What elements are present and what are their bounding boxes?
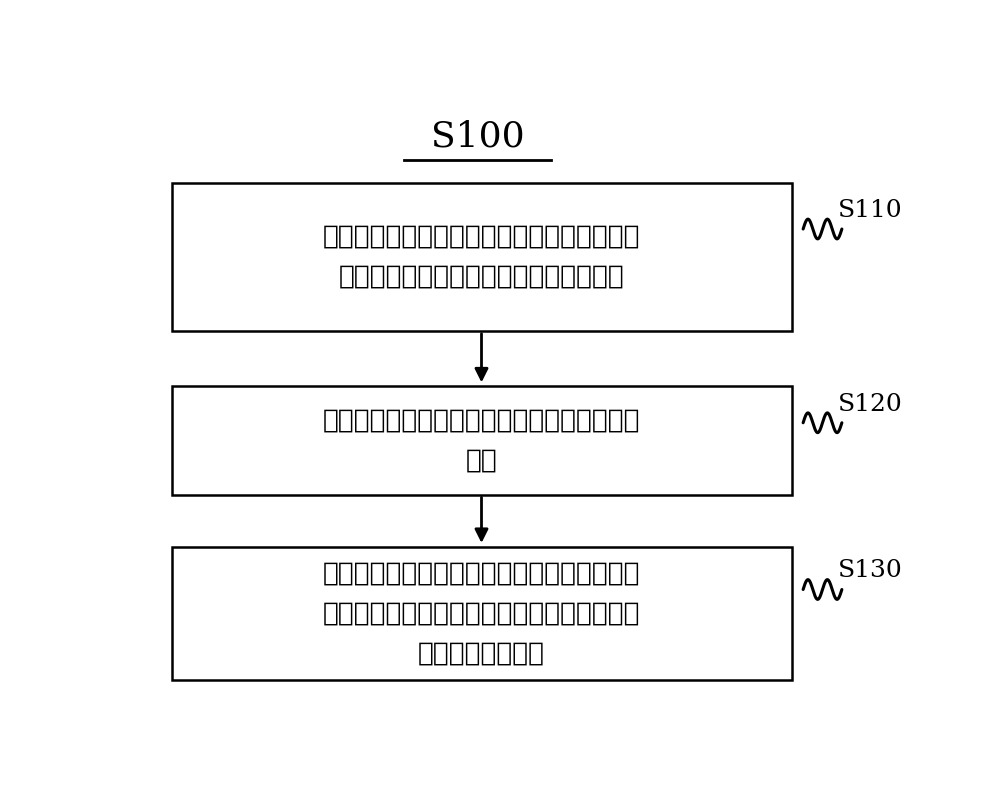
Bar bbox=[172, 183, 792, 331]
Text: S120: S120 bbox=[838, 393, 903, 415]
Text: 根据所述检波后的多个通道回波信号设定一固
定值: 根据所述检波后的多个通道回波信号设定一固 定值 bbox=[323, 407, 640, 473]
Bar bbox=[172, 387, 792, 495]
Text: 将多个雷达形成的多个通道回波信号进行平方
律检波，得到检波后的多个通道回波信号: 将多个雷达形成的多个通道回波信号进行平方 律检波，得到检波后的多个通道回波信号 bbox=[323, 224, 640, 290]
Text: S110: S110 bbox=[838, 199, 903, 222]
Text: S130: S130 bbox=[838, 560, 903, 582]
Text: S100: S100 bbox=[431, 119, 524, 153]
Bar bbox=[172, 547, 792, 680]
Text: 根据所述检波后的多个通道回波信号以及所述
固定值，进行基于高斯核的信号融合检测，以
确定目标是否存在: 根据所述检波后的多个通道回波信号以及所述 固定值，进行基于高斯核的信号融合检测，… bbox=[323, 561, 640, 666]
